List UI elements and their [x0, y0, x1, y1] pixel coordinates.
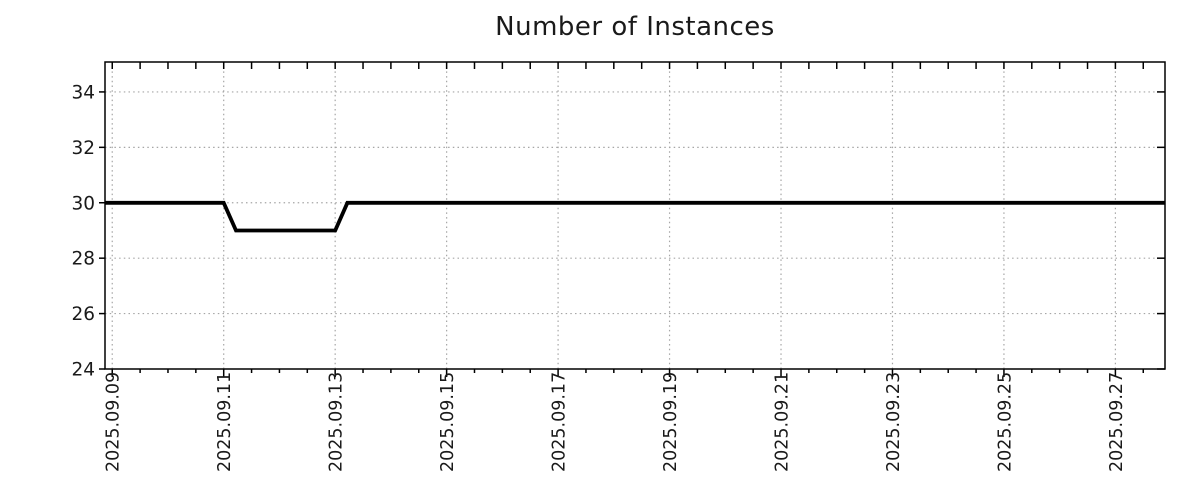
- y-tick-label: 32: [71, 138, 95, 159]
- y-tick-label: 26: [71, 304, 95, 325]
- chart-title: Number of Instances: [495, 12, 775, 42]
- x-tick-label: 2025.09.09: [104, 372, 124, 472]
- y-tick-label: 34: [71, 82, 95, 103]
- plot-border: [104, 61, 1166, 370]
- series-line-instances: [105, 200, 1165, 233]
- y-tick-label: 28: [71, 249, 95, 270]
- x-tick-label: 2025.09.21: [773, 372, 793, 472]
- y-tick-label: 24: [71, 360, 95, 381]
- x-tick-label: 2025.09.23: [884, 372, 904, 472]
- x-tick-label: 2025.09.25: [995, 372, 1015, 472]
- x-tick-label: 2025.09.11: [215, 372, 235, 472]
- x-tick-label: 2025.09.17: [550, 372, 570, 472]
- x-tick-label: 2025.09.13: [327, 372, 347, 472]
- x-tick-label: 2025.09.15: [438, 372, 458, 472]
- x-tick-label: 2025.09.27: [1107, 372, 1127, 472]
- x-tick-label: 2025.09.19: [661, 372, 681, 472]
- y-tick-label: 30: [71, 193, 95, 214]
